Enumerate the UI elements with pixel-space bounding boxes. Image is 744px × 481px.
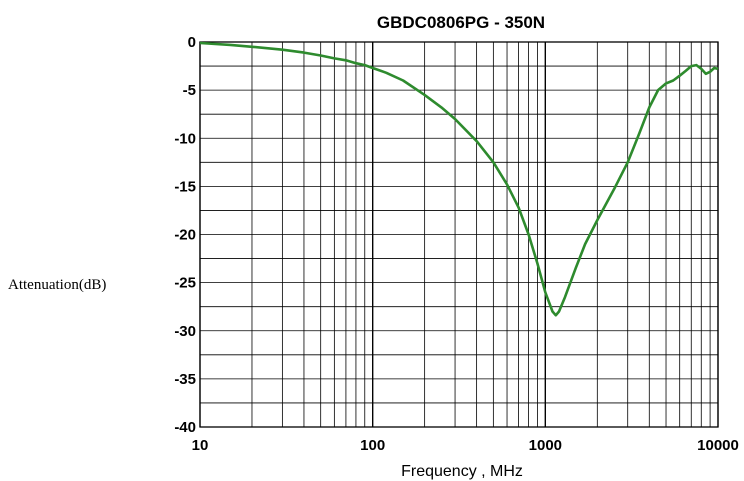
y-tick-label: -10 [174, 130, 196, 147]
y-tick-label: -5 [183, 82, 196, 99]
grid [199, 41, 719, 428]
y-tick-labels: 0 -5 -10 -15 -20 -25 -30 -35 -40 [174, 34, 196, 436]
y-tick-label: 0 [188, 34, 196, 51]
x-tick-label: 100 [360, 437, 385, 454]
plot-frame [199, 41, 719, 428]
y-tick-label: -15 [174, 178, 196, 195]
y-axis-label: Attenuation(dB) [8, 277, 106, 293]
x-tick-label: 10 [192, 437, 209, 454]
y-tick-label: -40 [174, 419, 196, 436]
y-tick-label: -35 [174, 371, 196, 388]
chart-title: GBDC0806PG - 350N [377, 13, 545, 32]
x-tick-label: 1000 [529, 437, 562, 454]
x-tick-labels: 10 100 1000 10000 [192, 437, 739, 454]
y-tick-label: -30 [174, 323, 196, 340]
y-tick-label: -25 [174, 275, 196, 292]
y-tick-label: -20 [174, 227, 196, 244]
x-tick-label: 10000 [697, 437, 739, 454]
attenuation-curve [199, 41, 719, 317]
x-axis-label: Frequency , MHz [401, 463, 523, 480]
